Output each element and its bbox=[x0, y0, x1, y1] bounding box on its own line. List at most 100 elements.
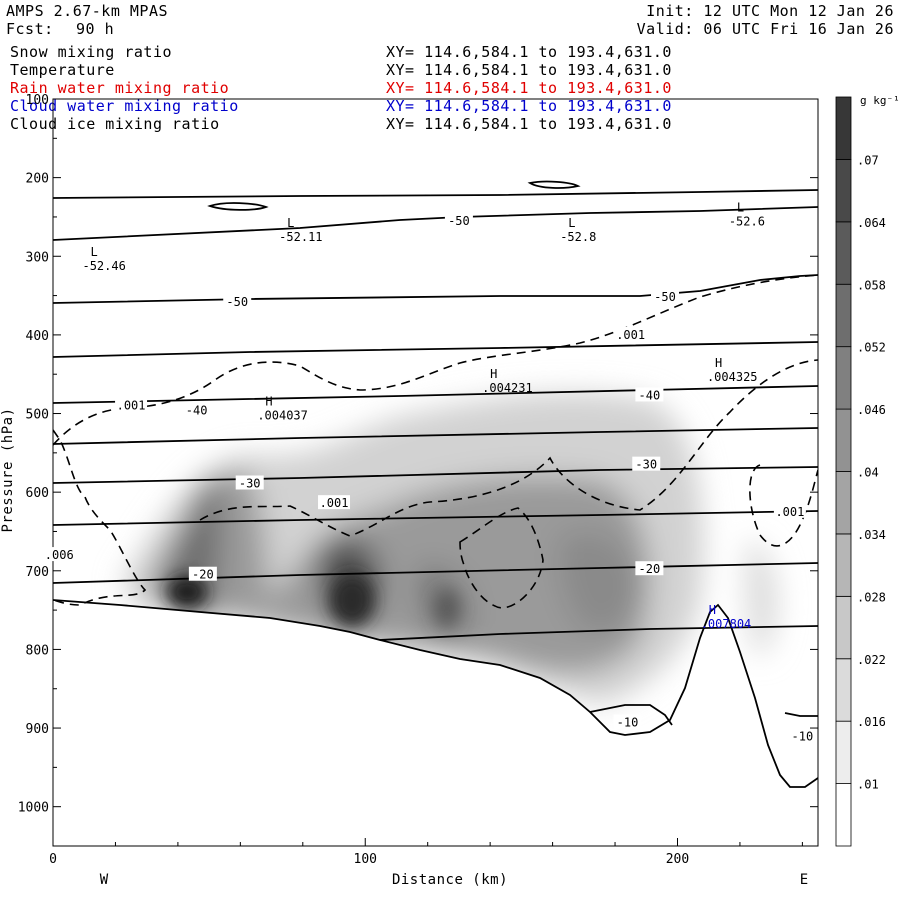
label-bg bbox=[788, 728, 817, 743]
x-tick-label: 0 bbox=[49, 852, 57, 867]
colorbar-label: .058 bbox=[857, 278, 886, 292]
colorbar-units: g kg⁻¹ bbox=[860, 94, 900, 107]
colorbar-label: .04 bbox=[857, 466, 879, 480]
colorbar-label: .064 bbox=[857, 216, 886, 230]
extremum-value: .007804 bbox=[701, 617, 752, 631]
temperature-label: -50 bbox=[448, 214, 470, 228]
extremum-value: .004037 bbox=[257, 409, 308, 423]
x-axis: 0 100 200 bbox=[49, 838, 803, 867]
y-tick-label: 400 bbox=[26, 329, 49, 344]
field-range: XY= 114.6,584.1 to 193.4,631.0 bbox=[386, 43, 672, 61]
y-tick-label: 100 bbox=[26, 93, 49, 108]
label-bg bbox=[188, 566, 217, 581]
label-bg bbox=[635, 561, 664, 576]
cloud-ice-label: .001 bbox=[117, 399, 146, 413]
colorbar-label: .016 bbox=[857, 715, 886, 729]
temperature-label: -50 bbox=[654, 290, 676, 304]
label-bg bbox=[223, 293, 252, 308]
y-tick-label: 200 bbox=[26, 172, 49, 187]
field-name: Temperature bbox=[10, 61, 115, 79]
colorbar: .01 .016 .022 .028 .034 .04 .046 .052 .058 .064 .0… bbox=[835, 96, 886, 847]
x-tick-label: 200 bbox=[666, 852, 689, 867]
colorbar-label: .046 bbox=[857, 403, 886, 417]
forecast-label: Fcst: bbox=[6, 20, 54, 38]
label-bg bbox=[773, 503, 806, 518]
colorbar-swatch bbox=[835, 96, 852, 160]
temperature-label: -20 bbox=[639, 562, 661, 576]
extremum-marker: L bbox=[287, 216, 294, 230]
field-range: XY= 114.6,584.1 to 193.4,631.0 bbox=[386, 79, 672, 97]
temperature-label: -50 bbox=[226, 295, 248, 309]
field-name: Cloud water mixing ratio bbox=[10, 97, 239, 115]
extremum-marker: H bbox=[490, 367, 497, 381]
temperature-label: -10 bbox=[792, 730, 814, 744]
colorbar-label: .022 bbox=[857, 653, 886, 667]
label-bg bbox=[613, 714, 642, 729]
extremum-marker: L bbox=[737, 200, 744, 214]
label-bg bbox=[632, 456, 661, 471]
init-time: Init: 12 UTC Mon 12 Jan 26 bbox=[646, 2, 894, 20]
label-bg bbox=[614, 326, 647, 341]
temperature-label: -40 bbox=[186, 403, 208, 417]
field-name: Rain water mixing ratio bbox=[10, 79, 230, 97]
extremum-marker: H bbox=[265, 395, 272, 409]
field-name: Snow mixing ratio bbox=[10, 43, 173, 61]
y-tick-label: 500 bbox=[26, 408, 49, 423]
extremum-value: -52.6 bbox=[729, 214, 765, 228]
colorbar-swatch bbox=[835, 346, 852, 410]
extremum-value: .004325 bbox=[707, 370, 758, 384]
label-bg bbox=[635, 387, 664, 402]
forecast-hours: 90 h bbox=[76, 20, 115, 38]
colorbar-label: .052 bbox=[857, 341, 886, 355]
plot-frame bbox=[52, 98, 819, 847]
colorbar-swatch bbox=[835, 595, 852, 660]
y-tick-label: 900 bbox=[26, 722, 49, 737]
field-range: XY= 114.6,584.1 to 193.4,631.0 bbox=[386, 97, 672, 115]
cloud-ice-label: .006 bbox=[45, 548, 74, 562]
field-name: Cloud ice mixing ratio bbox=[10, 115, 220, 133]
extremum-value: -52.11 bbox=[279, 230, 322, 244]
y-tick-label: 600 bbox=[26, 486, 49, 501]
temperature-label: -40 bbox=[639, 388, 661, 402]
model-title: AMPS 2.67-km MPAS bbox=[6, 2, 169, 20]
field-range: XY= 114.6,584.1 to 193.4,631.0 bbox=[386, 61, 672, 79]
contour-labels: -50 -50 -50 -40 -40 -30 -30 -20 -20 -10 -10 .001 .00… bbox=[43, 200, 817, 744]
colorbar-label: .01 bbox=[857, 778, 879, 792]
y-tick-label: 1000 bbox=[18, 801, 49, 816]
y-tick-label: 700 bbox=[26, 565, 49, 580]
terrain-mask bbox=[53, 600, 818, 846]
label-bg bbox=[318, 495, 351, 510]
extremum-value: .004231 bbox=[482, 381, 533, 395]
y-tick-label: 800 bbox=[26, 643, 49, 658]
extremum-marker: H bbox=[709, 603, 716, 617]
temperature-label: -30 bbox=[239, 477, 261, 491]
colorbar-swatch bbox=[835, 720, 852, 784]
temperature-label: -30 bbox=[635, 458, 657, 472]
label-bg bbox=[182, 402, 211, 417]
valid-time: Valid: 06 UTC Fri 16 Jan 26 bbox=[636, 20, 894, 38]
west-label: W bbox=[100, 872, 109, 888]
extremum-value: -52.46 bbox=[82, 259, 125, 273]
cloud-ice-contours bbox=[53, 274, 818, 609]
colorbar-swatch bbox=[835, 783, 852, 847]
label-bg bbox=[651, 289, 679, 304]
colorbar-swatch bbox=[835, 221, 852, 285]
x-axis-label: Distance (km) bbox=[392, 872, 508, 888]
field-range: XY= 114.6,584.1 to 193.4,631.0 bbox=[386, 115, 672, 133]
colorbar-swatch bbox=[835, 283, 852, 348]
colorbar-label: .034 bbox=[857, 528, 886, 542]
extremum-marker: L bbox=[90, 245, 97, 259]
terrain-outline bbox=[52, 599, 819, 788]
cloud-ice-label: .001 bbox=[775, 505, 804, 519]
y-axis: 100 200 300 400 500 600 700 800 900 1000 bbox=[18, 93, 818, 847]
cloud-ice-label: .001 bbox=[616, 328, 645, 342]
temperature-label: -20 bbox=[192, 568, 214, 582]
y-axis-label: Pressure (hPa) bbox=[0, 407, 16, 532]
label-bg bbox=[444, 212, 473, 227]
colorbar-swatch bbox=[835, 159, 852, 223]
label-bg bbox=[235, 475, 264, 490]
cloud-ice-label: .001 bbox=[320, 496, 349, 510]
temperature-label: -10 bbox=[617, 716, 639, 730]
colorbar-swatch bbox=[835, 533, 852, 597]
